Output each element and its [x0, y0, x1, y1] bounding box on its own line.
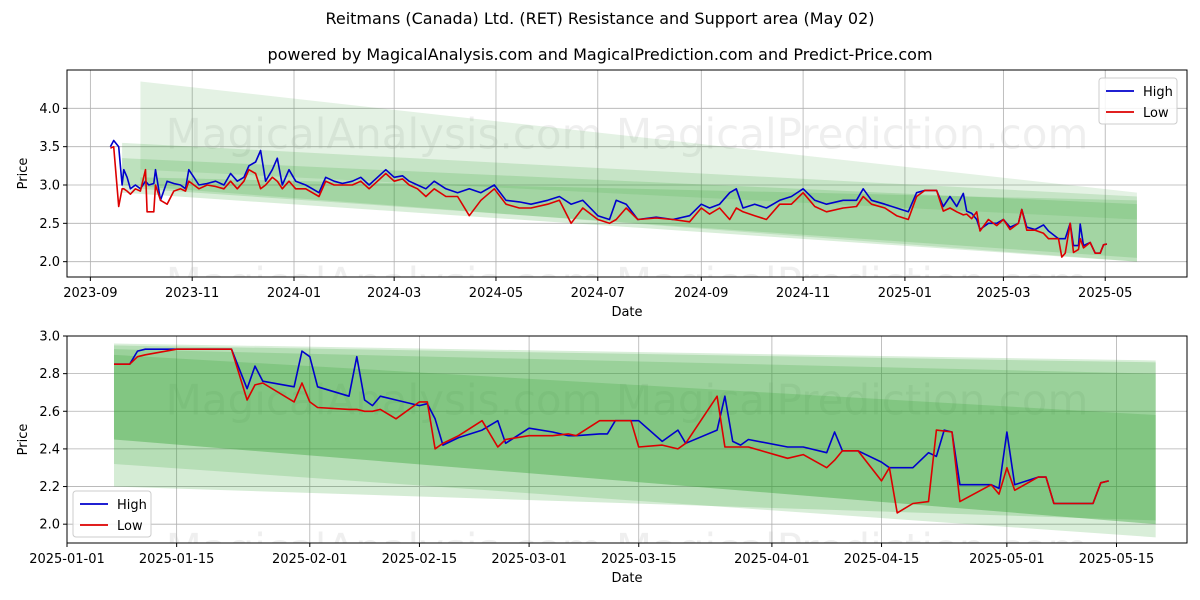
chart-subtitle: powered by MagicalAnalysis.com and Magic…	[267, 45, 933, 64]
y-tick-label: 2.8	[39, 367, 60, 382]
watermark-text: MagicalAnalysis.com MagicalPrediction.co…	[166, 525, 1089, 574]
y-tick-label: 3.0	[39, 179, 60, 194]
x-tick-label: 2025-02-01	[272, 552, 348, 567]
legend: High Low	[72, 490, 152, 538]
x-tick-label: 2025-01	[878, 286, 932, 301]
y-axis-label: Price	[16, 424, 31, 456]
x-tick-label: 2025-05-01	[969, 552, 1045, 567]
x-tick-label: 2025-03-01	[491, 552, 567, 567]
watermark-text: MagicalAnalysis.com MagicalPrediction.co…	[166, 110, 1089, 159]
x-axis-label: Date	[611, 305, 642, 320]
series-line-low	[110, 145, 1108, 258]
y-tick-label: 2.2	[39, 480, 60, 495]
legend-label-low: Low	[1143, 106, 1169, 121]
x-tick-label: 2025-05-15	[1079, 552, 1155, 567]
support-resistance-band	[122, 158, 1137, 262]
y-tick-label: 3.0	[39, 330, 60, 345]
y-tick-label: 2.5	[39, 217, 60, 232]
x-tick-label: 2024-11	[776, 286, 830, 301]
chart-2: MagicalAnalysis.com MagicalPrediction.co…	[16, 330, 1188, 586]
x-tick-label: 2023-11	[165, 286, 219, 301]
x-tick-label: 2025-03-15	[601, 552, 677, 567]
plot-frame	[66, 69, 1188, 278]
y-tick-label: 2.0	[39, 255, 60, 270]
x-tick-label: 2024-03	[367, 286, 421, 301]
plot-frame	[66, 335, 1188, 544]
x-axis-label: Date	[611, 571, 642, 586]
x-tick-label: 2025-04-01	[734, 552, 810, 567]
support-resistance-band	[113, 343, 1156, 538]
x-tick-label: 2025-05	[1078, 286, 1132, 301]
x-tick-label: 2025-01-01	[29, 552, 105, 567]
x-tick-label: 2024-01	[267, 286, 321, 301]
x-tick-label: 2024-05	[469, 286, 523, 301]
y-tick-label: 2.4	[39, 442, 60, 457]
support-resistance-band	[113, 354, 1156, 525]
x-tick-label: 2024-07	[571, 286, 625, 301]
y-tick-label: 2.0	[39, 518, 60, 533]
watermark-text: MagicalAnalysis.com MagicalPrediction.co…	[166, 259, 1089, 308]
support-resistance-band	[140, 177, 1137, 258]
x-tick-label: 2023-09	[63, 286, 117, 301]
x-tick-label: 2024-09	[674, 286, 728, 301]
legend-label-low: Low	[117, 519, 143, 534]
chart-1: MagicalAnalysis.com MagicalPrediction.co…	[16, 69, 1188, 320]
x-tick-label: 2025-01-15	[139, 552, 215, 567]
y-axis-label: Price	[16, 158, 31, 190]
legend-label-high: High	[117, 498, 147, 513]
x-tick-label: 2025-04-15	[844, 552, 920, 567]
watermark-text: MagicalAnalysis.com MagicalPrediction.co…	[166, 376, 1089, 425]
series-line-low	[114, 348, 1109, 514]
x-tick-label: 2025-03	[976, 286, 1030, 301]
chart-title: Reitmans (Canada) Ltd. (RET) Resistance …	[325, 9, 875, 28]
support-resistance-band	[140, 81, 1137, 220]
legend-label-high: High	[1143, 85, 1173, 100]
y-tick-label: 3.5	[39, 140, 60, 155]
support-resistance-band	[122, 142, 1137, 262]
y-tick-label: 2.6	[39, 405, 60, 420]
x-tick-label: 2025-02-15	[382, 552, 458, 567]
legend: High Low	[1098, 77, 1178, 125]
series-line-high	[109, 139, 1108, 254]
y-tick-label: 4.0	[39, 102, 60, 117]
